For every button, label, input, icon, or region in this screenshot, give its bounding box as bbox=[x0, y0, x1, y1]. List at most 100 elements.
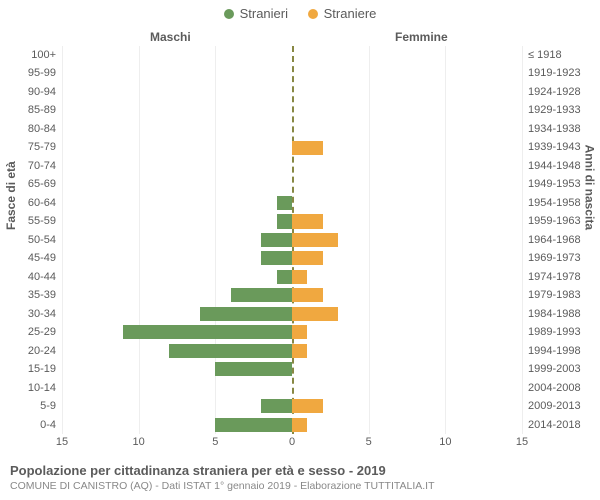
birth-year-label: 1984-1988 bbox=[522, 305, 581, 323]
birth-year-label: 1989-1993 bbox=[522, 323, 581, 341]
age-row: 60-641954-1958 bbox=[62, 194, 522, 212]
bar-male bbox=[277, 214, 292, 228]
x-axis: 15105051015 bbox=[62, 436, 522, 456]
bar-female bbox=[292, 233, 338, 247]
age-row: 85-891929-1933 bbox=[62, 101, 522, 119]
x-tick: 5 bbox=[212, 436, 218, 448]
birth-year-label: 1924-1928 bbox=[522, 83, 581, 101]
chart-title: Popolazione per cittadinanza straniera p… bbox=[10, 463, 590, 478]
bar-female bbox=[292, 141, 323, 155]
legend-swatch-male bbox=[224, 9, 234, 19]
bar-female bbox=[292, 418, 307, 432]
bar-male bbox=[261, 233, 292, 247]
x-tick: 0 bbox=[289, 436, 295, 448]
legend-swatch-female bbox=[308, 9, 318, 19]
age-label: 15-19 bbox=[28, 360, 62, 378]
y-axis-title-left: Fasce di età bbox=[4, 161, 18, 230]
age-row: 0-42014-2018 bbox=[62, 416, 522, 434]
age-row: 65-691949-1953 bbox=[62, 175, 522, 193]
legend-item-female: Straniere bbox=[308, 6, 377, 21]
age-label: 95-99 bbox=[28, 64, 62, 82]
bar-female bbox=[292, 270, 307, 284]
bar-male bbox=[123, 325, 292, 339]
age-row: 20-241994-1998 bbox=[62, 342, 522, 360]
birth-year-label: 2014-2018 bbox=[522, 416, 581, 434]
bar-male bbox=[215, 418, 292, 432]
bar-female bbox=[292, 325, 307, 339]
birth-year-label: 1929-1933 bbox=[522, 101, 581, 119]
age-row: 55-591959-1963 bbox=[62, 212, 522, 230]
age-label: 25-29 bbox=[28, 323, 62, 341]
x-tick: 5 bbox=[366, 436, 372, 448]
bar-female bbox=[292, 344, 307, 358]
age-label: 90-94 bbox=[28, 83, 62, 101]
age-label: 35-39 bbox=[28, 286, 62, 304]
legend: Stranieri Straniere bbox=[0, 6, 600, 22]
birth-year-label: 1959-1963 bbox=[522, 212, 581, 230]
age-label: 30-34 bbox=[28, 305, 62, 323]
bar-female bbox=[292, 251, 323, 265]
bar-male bbox=[200, 307, 292, 321]
bar-female bbox=[292, 288, 323, 302]
legend-label-female: Straniere bbox=[324, 6, 377, 21]
bar-female bbox=[292, 214, 323, 228]
x-tick: 10 bbox=[133, 436, 145, 448]
birth-year-label: 1949-1953 bbox=[522, 175, 581, 193]
age-row: 10-142004-2008 bbox=[62, 379, 522, 397]
birth-year-label: 1974-1978 bbox=[522, 268, 581, 286]
age-row: 100+≤ 1918 bbox=[62, 46, 522, 64]
birth-year-label: 1944-1948 bbox=[522, 157, 581, 175]
age-label: 65-69 bbox=[28, 175, 62, 193]
age-row: 15-191999-2003 bbox=[62, 360, 522, 378]
chart-footer: Popolazione per cittadinanza straniera p… bbox=[10, 463, 590, 492]
age-row: 25-291989-1993 bbox=[62, 323, 522, 341]
age-label: 85-89 bbox=[28, 101, 62, 119]
age-row: 5-92009-2013 bbox=[62, 397, 522, 415]
column-header-female: Femmine bbox=[395, 30, 448, 44]
birth-year-label: 2004-2008 bbox=[522, 379, 581, 397]
age-row: 35-391979-1983 bbox=[62, 286, 522, 304]
birth-year-label: 1994-1998 bbox=[522, 342, 581, 360]
population-pyramid-chart: Stranieri Straniere Maschi Femmine Fasce… bbox=[0, 0, 600, 500]
bar-male bbox=[261, 251, 292, 265]
age-label: 10-14 bbox=[28, 379, 62, 397]
age-row: 80-841934-1938 bbox=[62, 120, 522, 138]
age-row: 90-941924-1928 bbox=[62, 83, 522, 101]
age-label: 75-79 bbox=[28, 138, 62, 156]
birth-year-label: 2009-2013 bbox=[522, 397, 581, 415]
birth-year-label: ≤ 1918 bbox=[522, 46, 562, 64]
birth-year-label: 1954-1958 bbox=[522, 194, 581, 212]
bar-male bbox=[277, 196, 292, 210]
age-label: 0-4 bbox=[40, 416, 62, 434]
age-row: 30-341984-1988 bbox=[62, 305, 522, 323]
x-tick: 10 bbox=[439, 436, 451, 448]
age-label: 70-74 bbox=[28, 157, 62, 175]
legend-label-male: Stranieri bbox=[240, 6, 288, 21]
birth-year-label: 1939-1943 bbox=[522, 138, 581, 156]
birth-year-label: 1934-1938 bbox=[522, 120, 581, 138]
bar-male bbox=[277, 270, 292, 284]
age-label: 100+ bbox=[31, 46, 62, 64]
bar-female bbox=[292, 307, 338, 321]
age-label: 80-84 bbox=[28, 120, 62, 138]
y-axis-title-right: Anni di nascita bbox=[582, 145, 596, 230]
birth-year-label: 1979-1983 bbox=[522, 286, 581, 304]
age-label: 20-24 bbox=[28, 342, 62, 360]
birth-year-label: 1969-1973 bbox=[522, 249, 581, 267]
legend-item-male: Stranieri bbox=[224, 6, 288, 21]
age-label: 5-9 bbox=[40, 397, 62, 415]
age-label: 50-54 bbox=[28, 231, 62, 249]
x-tick: 15 bbox=[56, 436, 68, 448]
bar-male bbox=[231, 288, 292, 302]
birth-year-label: 1964-1968 bbox=[522, 231, 581, 249]
age-label: 60-64 bbox=[28, 194, 62, 212]
chart-subtitle: COMUNE DI CANISTRO (AQ) - Dati ISTAT 1° … bbox=[10, 480, 590, 492]
bar-female bbox=[292, 399, 323, 413]
plot-area: 100+≤ 191895-991919-192390-941924-192885… bbox=[62, 46, 522, 434]
x-tick: 15 bbox=[516, 436, 528, 448]
age-row: 95-991919-1923 bbox=[62, 64, 522, 82]
bar-male bbox=[169, 344, 292, 358]
birth-year-label: 1999-2003 bbox=[522, 360, 581, 378]
bar-male bbox=[261, 399, 292, 413]
age-label: 55-59 bbox=[28, 212, 62, 230]
